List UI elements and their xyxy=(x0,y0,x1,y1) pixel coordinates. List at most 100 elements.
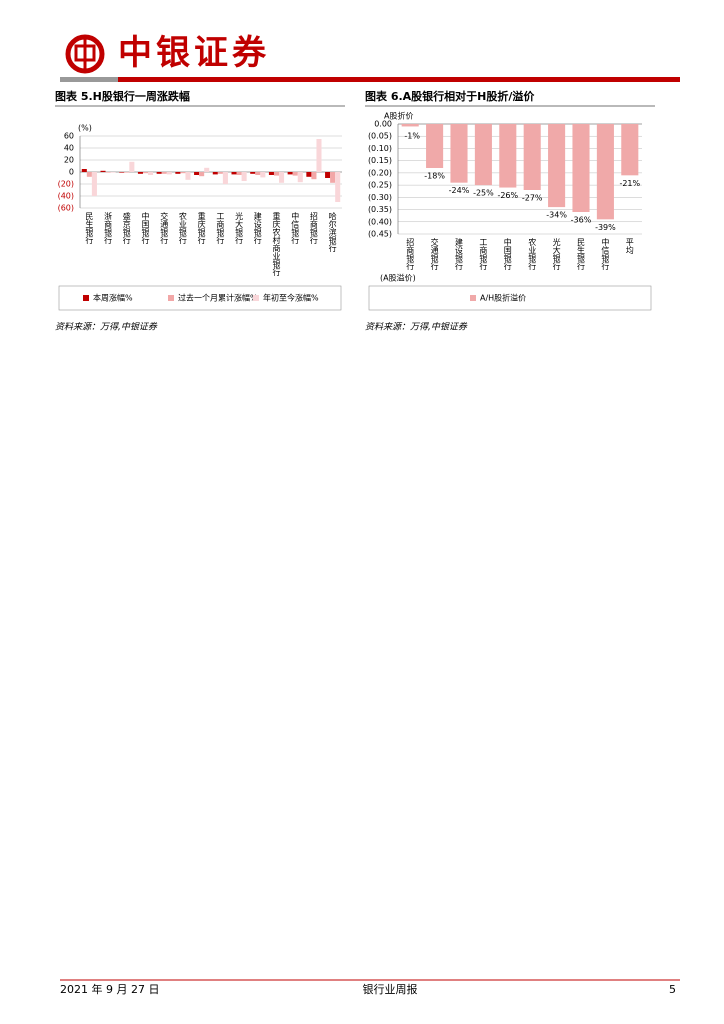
bar xyxy=(236,172,242,175)
x-tick-label: 平均 xyxy=(625,238,634,255)
x-tick-label: 工商银行 xyxy=(479,238,488,271)
y-axis-label: A股折价 xyxy=(384,111,413,121)
data-label: -26% xyxy=(497,191,518,200)
bar xyxy=(250,172,256,174)
bar xyxy=(166,172,172,175)
legend-box xyxy=(368,285,652,311)
data-label: -18% xyxy=(424,172,445,181)
bar xyxy=(156,172,162,174)
x-tick-label: 农业银行 xyxy=(178,211,187,245)
bar xyxy=(572,124,590,212)
chart-title: 图表 6.A股银行相对于H股折/溢价 xyxy=(365,89,535,103)
bar xyxy=(119,172,125,173)
bar xyxy=(217,172,223,174)
bar xyxy=(621,124,639,176)
legend-swatch xyxy=(83,295,89,301)
x-tick-label: 中国银行 xyxy=(503,237,512,271)
y-tick-label: (40) xyxy=(58,192,74,201)
bar xyxy=(175,172,181,174)
footer-page: 5 xyxy=(669,983,676,996)
y-tick-label: (60) xyxy=(58,204,74,213)
bar xyxy=(335,172,341,202)
bar xyxy=(279,172,285,183)
y-tick-label: (0.40) xyxy=(368,217,392,226)
source-note: 资料来源：万得,中银证券 xyxy=(55,322,158,333)
footer-title: 银行业周报 xyxy=(363,982,418,996)
x-tick-label: 光大银行 xyxy=(235,211,244,245)
chart-title: 图表 5.H股银行一周涨跌幅 xyxy=(55,89,190,103)
bar xyxy=(311,172,317,180)
bar xyxy=(148,172,154,175)
bar xyxy=(297,172,303,183)
x-tick-label: 民生银行 xyxy=(577,238,586,271)
x-tick-label: 盛京银行 xyxy=(122,211,131,245)
y-tick-label: 20 xyxy=(64,156,74,165)
y-tick-label: 60 xyxy=(64,132,74,141)
y-tick-label: (0.25) xyxy=(368,181,392,190)
bar xyxy=(241,172,247,181)
bar xyxy=(255,172,261,175)
bar xyxy=(100,170,106,172)
data-label: -1% xyxy=(404,132,420,141)
x-tick-label: 招商银行 xyxy=(309,211,318,245)
bar xyxy=(204,167,210,172)
legend-swatch xyxy=(253,295,259,301)
legend-label: 过去一个月累计涨幅% xyxy=(178,293,258,303)
x-tick-label: 重庆农村商业银行 xyxy=(272,211,281,277)
bar xyxy=(287,172,293,175)
x-tick-label: 哈尔滨银行 xyxy=(328,211,337,253)
x-tick-label: 招商银行 xyxy=(406,237,415,271)
bar xyxy=(330,172,336,183)
header-rule-gray xyxy=(60,77,118,82)
y-axis-label: (%) xyxy=(78,124,92,133)
y-tick-label: (0.15) xyxy=(368,156,392,165)
bar xyxy=(306,172,312,177)
y-tick-label: 0 xyxy=(69,168,74,177)
y-tick-label: 40 xyxy=(64,144,74,153)
bar xyxy=(268,172,274,175)
bar xyxy=(325,172,331,178)
x-tick-label: 中信银行 xyxy=(291,211,300,245)
x-tick-label: 农业银行 xyxy=(528,237,537,271)
footer-date: 2021 年 9 月 27 日 xyxy=(60,982,159,996)
bar xyxy=(426,124,444,168)
x-tick-label: 工商银行 xyxy=(216,212,225,245)
x-tick-label: 中信银行 xyxy=(601,237,610,271)
data-label: -36% xyxy=(571,216,592,225)
x-tick-label: 建设银行 xyxy=(455,237,464,271)
bar xyxy=(86,172,92,177)
bar xyxy=(292,172,298,176)
y-tick-label: (0.10) xyxy=(368,144,392,153)
bar xyxy=(194,172,200,175)
y-tick-label: (20) xyxy=(58,180,74,189)
y-axis-label-negative: (A股溢价) xyxy=(380,273,416,283)
bar xyxy=(124,172,130,173)
x-tick-label: 交通银行 xyxy=(160,211,169,245)
bar xyxy=(548,124,566,208)
legend-box xyxy=(58,285,342,311)
bar xyxy=(180,172,186,174)
legend-label: 本周涨幅% xyxy=(93,293,133,303)
bar xyxy=(212,172,218,175)
bar xyxy=(260,172,266,178)
bar xyxy=(231,172,237,175)
bar xyxy=(91,172,97,196)
bar xyxy=(273,172,280,176)
bar xyxy=(499,124,517,188)
bar xyxy=(523,124,541,190)
x-tick-label: 交通银行 xyxy=(430,237,439,271)
bar xyxy=(316,139,322,172)
bar xyxy=(596,124,614,220)
source-note: 资料来源：万得,中银证券 xyxy=(365,322,468,333)
legend-swatch xyxy=(168,295,174,301)
bar xyxy=(137,172,143,174)
bar xyxy=(110,172,116,173)
bar xyxy=(199,172,205,177)
legend-label: A/H股折溢价 xyxy=(480,293,526,303)
bar xyxy=(129,161,135,172)
bar xyxy=(450,124,468,183)
y-tick-label: (0.20) xyxy=(368,168,392,177)
bar xyxy=(142,172,149,174)
data-label: -25% xyxy=(473,189,494,198)
